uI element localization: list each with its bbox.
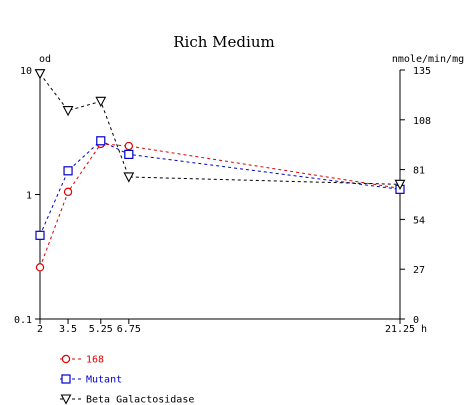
right-tick-label: 27 [413, 265, 425, 276]
data-point-mutant [124, 149, 134, 159]
legend-marker-mutant [61, 374, 71, 384]
data-point-beta-galactosidase [394, 179, 406, 191]
series-line-mutant [39, 140, 401, 236]
legend-label-beta-galactosidase: Beta Galactosidase [86, 395, 194, 405]
series-line-168 [39, 143, 401, 268]
data-point-beta-galactosidase [123, 172, 135, 183]
data-point-168 [35, 263, 45, 272]
legend: 168 Mutant Beta Galactosidase [60, 355, 194, 405]
data-point-mutant [63, 166, 73, 176]
axes: 10 1 0.1 135 108 81 54 27 0 2 3.5 5.25 6.75 21.25 [14, 66, 431, 335]
left-tick-label: 10 [20, 66, 32, 77]
x-tick-label: 3.5 [59, 324, 77, 335]
x-axis-label: h [421, 324, 427, 335]
x-tick-label: 2 [37, 324, 43, 335]
data-point-beta-galactosidase [34, 69, 46, 80]
legend-marker-168 [61, 354, 71, 364]
chart-title: Rich Medium [173, 33, 274, 51]
data-point-beta-galactosidase [95, 96, 107, 108]
legend-label-mutant: Mutant [86, 375, 122, 386]
x-tick-label: 21.25 [385, 324, 415, 335]
legend-marker-beta-galactosidase [60, 394, 72, 405]
right-axis-label: nmole/min/mg [392, 54, 464, 65]
data-point-mutant [35, 230, 45, 240]
right-tick-label: 81 [413, 166, 425, 177]
x-tick-label: 5.25 [89, 324, 113, 335]
left-tick-label: 0.1 [14, 315, 32, 326]
plot-area [34, 69, 406, 272]
right-tick-label: 54 [413, 215, 425, 226]
series-line-beta-galactosidase [39, 73, 401, 185]
right-tick-label: 108 [413, 116, 431, 127]
right-tick-label: 0 [413, 315, 419, 326]
x-tick-label: 6.75 [117, 324, 141, 335]
data-point-beta-galactosidase [62, 106, 74, 117]
data-point-mutant [96, 136, 106, 146]
data-point-168 [124, 141, 134, 151]
left-axis-label: od [39, 54, 51, 65]
legend-label-168: 168 [86, 355, 104, 366]
right-tick-label: 135 [413, 66, 431, 77]
data-point-168 [63, 187, 73, 197]
left-tick-label: 1 [26, 191, 32, 202]
